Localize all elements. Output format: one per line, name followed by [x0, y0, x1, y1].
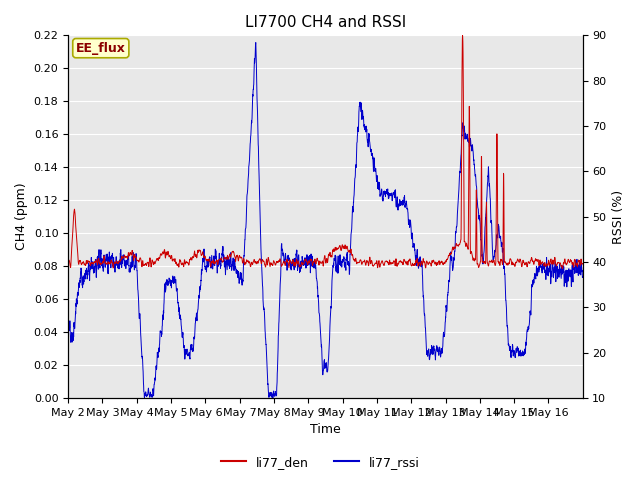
X-axis label: Time: Time: [310, 423, 340, 436]
Legend: li77_den, li77_rssi: li77_den, li77_rssi: [216, 451, 424, 474]
Y-axis label: RSSI (%): RSSI (%): [612, 190, 625, 244]
Text: EE_flux: EE_flux: [76, 42, 125, 55]
Title: LI7700 CH4 and RSSI: LI7700 CH4 and RSSI: [244, 15, 406, 30]
Y-axis label: CH4 (ppm): CH4 (ppm): [15, 183, 28, 251]
